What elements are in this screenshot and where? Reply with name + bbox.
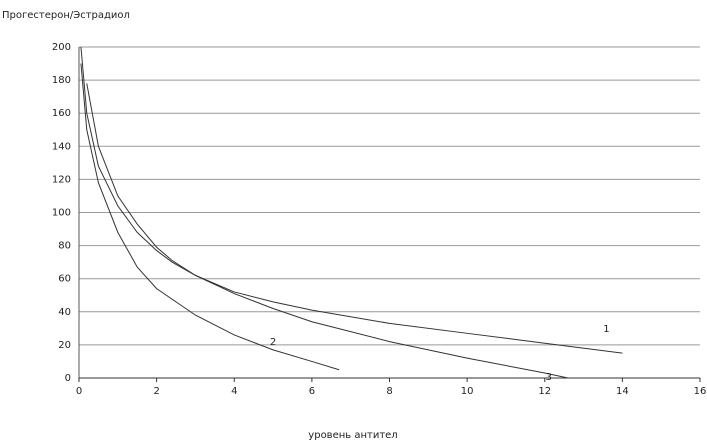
x-tick-label: 8: [386, 386, 392, 397]
y-tick-label: 20: [58, 340, 71, 351]
x-tick-label: 14: [616, 386, 629, 397]
y-tick-label: 40: [58, 307, 71, 318]
y-tick-label: 120: [52, 174, 71, 185]
x-tick-label: 16: [694, 386, 707, 397]
x-tick-label: 10: [461, 386, 474, 397]
curve: [86, 83, 623, 354]
y-tick-label: 160: [52, 108, 71, 119]
x-tick-label: 2: [153, 386, 159, 397]
y-tick-label: 80: [58, 241, 71, 252]
x-axis-label: уровень антител: [308, 430, 397, 440]
x-tick-label: 4: [231, 386, 237, 397]
y-tick-label: 60: [58, 274, 71, 285]
y-tick-label: 0: [65, 373, 71, 384]
x-tick-label: 0: [76, 386, 82, 397]
curve-label: 2: [270, 337, 276, 348]
y-tick-label: 100: [52, 208, 71, 219]
curve-label: 1: [603, 324, 609, 335]
y-tick-label: 180: [52, 75, 71, 86]
y-tick-label: 200: [52, 42, 71, 53]
x-tick-label: 12: [538, 386, 551, 397]
curve-label: 3: [546, 372, 552, 383]
y-axis-label: Прогестерон/Эстрадиол: [2, 10, 130, 21]
curve: [80, 46, 569, 379]
x-tick-label: 6: [309, 386, 315, 397]
curve: [80, 63, 340, 371]
y-tick-label: 140: [52, 141, 71, 152]
